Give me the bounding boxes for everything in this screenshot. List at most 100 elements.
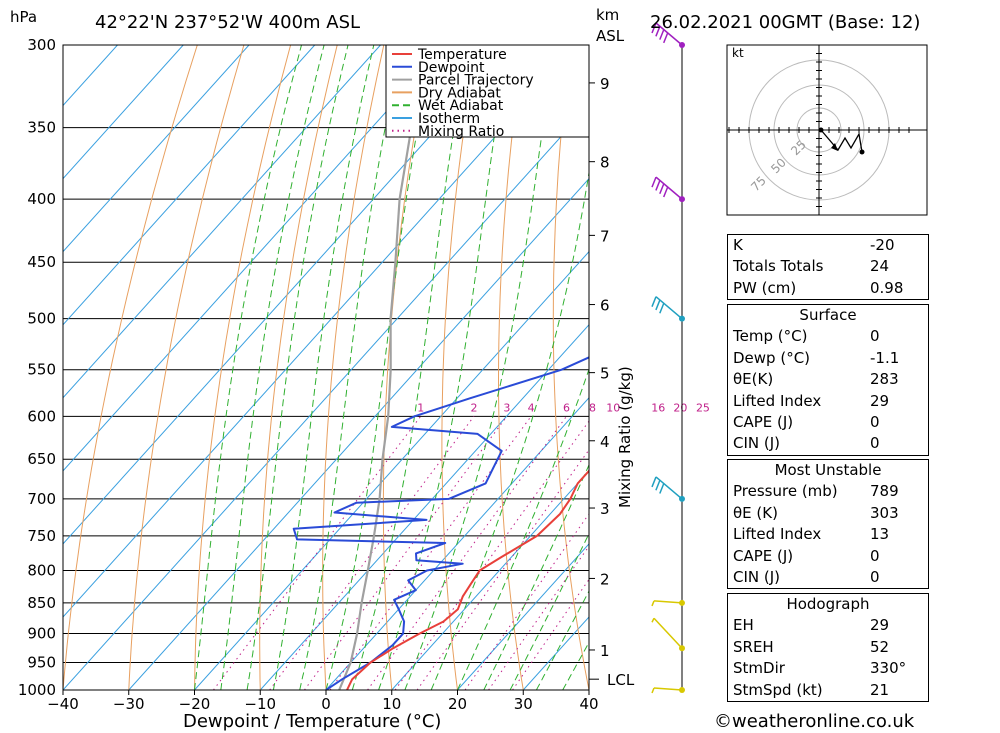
parcel-trajectory-line-point xyxy=(381,458,384,460)
dewpoint-line-point xyxy=(469,397,471,399)
temperature-line-point xyxy=(654,416,655,417)
dewpoint-line-point xyxy=(341,678,343,680)
parcel-trajectory-line-point xyxy=(394,261,397,263)
most-unstable-value: 789 xyxy=(870,482,899,501)
mixing-ratio-label: 6 xyxy=(563,401,570,414)
dewpoint-line-point xyxy=(355,502,358,504)
legend-box xyxy=(385,44,590,138)
wet-adiabat-line xyxy=(483,463,589,690)
temperature-line-point xyxy=(369,661,372,664)
most-unstable-label: Lifted Index xyxy=(733,525,822,544)
dry-adiabat-line xyxy=(943,45,1000,690)
k-value: -20 xyxy=(870,236,895,254)
x-tick-label: 20 xyxy=(448,695,467,713)
pressure-tick-label: 850 xyxy=(27,594,56,612)
surface-label: CAPE (J) xyxy=(733,412,794,431)
wind-barb-flag xyxy=(659,29,665,40)
wet-adiabat-line xyxy=(272,45,375,690)
isotherm-line xyxy=(63,45,250,253)
parcel-trajectory-line-point xyxy=(373,535,375,537)
asl-unit-label: ASL xyxy=(596,27,625,45)
isotherm-line xyxy=(63,45,184,180)
hodograph-label: StmDir xyxy=(733,659,785,678)
hodograph-value: 330° xyxy=(870,659,907,678)
dewpoint-line-point xyxy=(296,538,298,541)
temperature-line-point xyxy=(577,482,579,484)
dewpoint-line-point xyxy=(413,415,416,417)
surface-row: Temp (°C) 0 xyxy=(728,326,928,347)
parcel-trajectory-line-point xyxy=(379,498,381,500)
dewpoint-line-point xyxy=(426,569,428,572)
isotherm-line xyxy=(457,543,589,690)
wind-barb-flag xyxy=(651,296,657,307)
surface-label: θE(K) xyxy=(733,370,774,389)
temperature-line-point xyxy=(392,647,394,649)
hodograph-table: Hodograph EH 29 SREH 52 StmDir 330° StmSpd (kt… xyxy=(727,593,929,702)
km-tick-label: 5 xyxy=(600,365,610,383)
pressure-tick-label: 400 xyxy=(27,190,56,208)
x-tick-label: −30 xyxy=(113,695,145,713)
x-tick-label: 30 xyxy=(514,695,533,713)
temperature-line-point xyxy=(351,678,353,680)
totals-value: 24 xyxy=(870,257,890,276)
hodograph-value: 21 xyxy=(870,680,890,699)
isotherm-line xyxy=(63,45,316,326)
location-title: 42°22'N 237°52'W 400m ASL xyxy=(95,12,360,33)
pw-value: 0.98 xyxy=(870,278,904,297)
wet-adiabat-line xyxy=(378,45,509,690)
hodograph-title: Hodograph xyxy=(786,595,870,613)
temperature-line-point xyxy=(418,632,421,635)
legend-label: Parcel Trajectory xyxy=(418,73,534,89)
isotherm-line xyxy=(63,45,447,472)
surface-label: Lifted Index xyxy=(733,391,822,410)
wind-barb-flag xyxy=(651,617,655,623)
dewpoint-line-point xyxy=(402,632,404,635)
mixing-ratio-line xyxy=(213,415,422,690)
surface-value: 29 xyxy=(870,391,890,410)
temperature-line-point xyxy=(657,398,658,399)
dewpoint-line-point xyxy=(561,369,563,371)
dewpoint-line-point xyxy=(293,528,295,530)
dewpoint-line-point xyxy=(501,450,503,452)
temperature-line-point xyxy=(599,459,600,460)
surface-row: θE(K) 283 xyxy=(728,369,928,390)
x-tick-label: 0 xyxy=(321,695,331,713)
most-unstable-value: 0 xyxy=(870,567,880,586)
most-unstable-row: CAPE (J) 0 xyxy=(728,546,928,567)
isotherm-line xyxy=(63,45,118,107)
isotherm-line xyxy=(259,323,589,690)
temperature-line-point xyxy=(635,433,636,434)
surface-value: 283 xyxy=(870,370,899,389)
temperature-line-point xyxy=(536,535,538,537)
dewpoint-line-point xyxy=(415,552,417,555)
most-unstable-label: Pressure (mb) xyxy=(733,482,838,501)
credit-text: ©weatheronline.co.uk xyxy=(714,711,915,732)
parcel-trajectory-line-point xyxy=(367,569,369,572)
pressure-tick-label: 650 xyxy=(27,450,56,468)
isotherm-line xyxy=(63,104,589,690)
pressure-tick-label: 450 xyxy=(27,253,56,271)
wind-barb-flag xyxy=(659,483,665,494)
wind-barb-shaft xyxy=(653,617,683,649)
isotherm-line xyxy=(63,45,513,545)
dewpoint-line-point xyxy=(717,225,718,226)
x-tick-label: 40 xyxy=(579,695,598,713)
parcel-trajectory-line-point xyxy=(390,369,392,371)
dry-adiabat-line xyxy=(497,45,525,690)
dewpoint-line-point xyxy=(492,466,495,468)
dewpoint-line-point xyxy=(403,620,405,623)
km-tick-label: 4 xyxy=(600,433,610,451)
x-tick-label: −20 xyxy=(179,695,211,713)
background-lines xyxy=(63,45,1000,690)
mixing-ratio-line xyxy=(464,513,589,690)
temperature-line-point xyxy=(457,608,459,610)
mixing-ratio-label: 8 xyxy=(589,401,596,414)
datetime-title: 26.02.2021 00GMT (Base: 12) xyxy=(650,12,920,33)
temperature-line-point xyxy=(773,225,774,226)
dewpoint-line-point xyxy=(646,318,647,319)
pw-row: PW (cm) 0.98 xyxy=(728,278,928,299)
km-unit-label: km xyxy=(596,6,619,24)
most-unstable-row: Pressure (mb) 789 xyxy=(728,481,928,502)
wind-barb-shaft xyxy=(653,600,683,604)
wet-adiabat-line xyxy=(457,367,589,690)
